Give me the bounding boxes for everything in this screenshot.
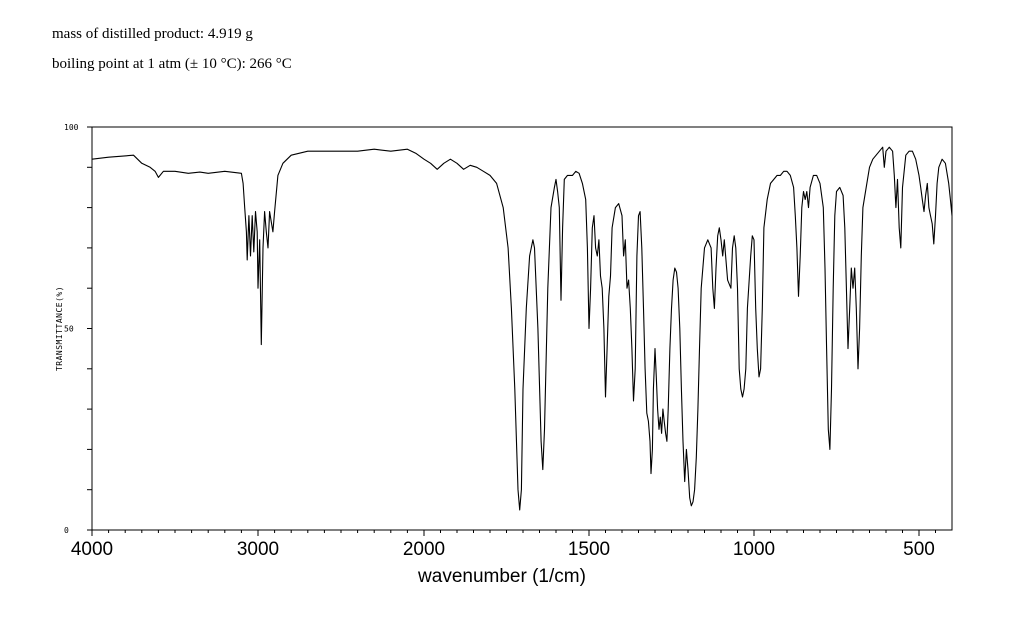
boiling-point-info-line: boiling point at 1 atm (± 10 °C): 266 °C: [52, 56, 292, 72]
y-axis: 0 50 100: [64, 123, 92, 535]
y-tick-label: 100: [64, 123, 79, 132]
x-tick-label: 2000: [403, 539, 445, 560]
y-tick-label: 0: [64, 526, 69, 535]
x-tick-label: 500: [903, 539, 935, 560]
x-axis: 4000 3000 2000 1500 1000 500: [71, 530, 936, 560]
y-tick-label: 50: [64, 325, 74, 334]
x-tick-label: 4000: [71, 539, 113, 560]
x-tick-label: 3000: [237, 539, 279, 560]
series-layer: [91, 146, 953, 511]
mass-info-line: mass of distilled product: 4.919 g: [52, 26, 253, 42]
x-axis-label: wavenumber (1/cm): [417, 566, 586, 587]
x-tick-label: 1000: [733, 539, 775, 560]
y-axis-label: TRANSMITTANCE(%): [55, 286, 64, 371]
x-tick-label: 1500: [568, 539, 610, 560]
spectrum-line: [91, 146, 953, 511]
